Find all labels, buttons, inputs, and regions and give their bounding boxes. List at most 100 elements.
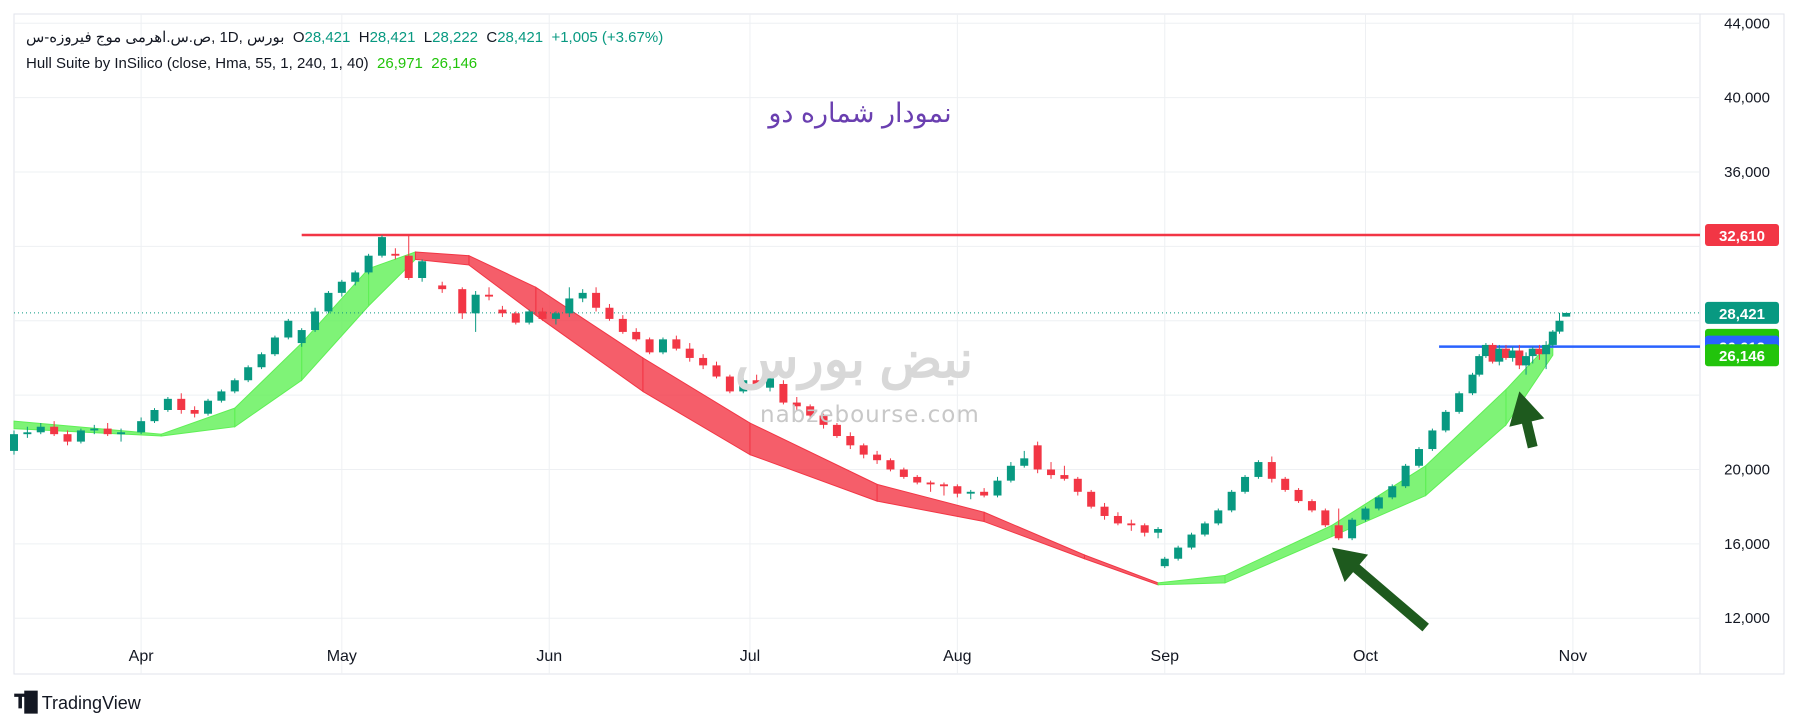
tradingview-label: TradingView bbox=[41, 692, 141, 713]
candle-body bbox=[605, 307, 614, 319]
tradingview-icon: 𝐓█ bbox=[14, 692, 38, 713]
candle-body bbox=[1227, 491, 1236, 511]
candle-body bbox=[859, 445, 868, 455]
candle-body bbox=[257, 354, 266, 368]
candle-body bbox=[699, 357, 708, 366]
arrow-2 bbox=[1509, 391, 1545, 449]
candle-body bbox=[779, 383, 788, 403]
symbol-name[interactable]: ص.س.اهرمی موج فیروزه-س bbox=[26, 29, 212, 46]
candle-body bbox=[1321, 510, 1330, 526]
candle-body bbox=[592, 292, 601, 308]
candle-body bbox=[1073, 478, 1082, 492]
change-value: +1,005 (+3.67%) bbox=[551, 29, 664, 46]
candle-body bbox=[1481, 344, 1490, 357]
candle-body bbox=[1401, 465, 1410, 487]
candle-body bbox=[204, 400, 213, 414]
price-label-text: 32,610 bbox=[1719, 228, 1765, 245]
candle-body bbox=[712, 365, 721, 377]
y-tick-label: 44,000 bbox=[1724, 15, 1770, 32]
candle-body bbox=[1334, 525, 1343, 539]
close-value: 28,421 bbox=[497, 29, 544, 46]
candle-body bbox=[1508, 350, 1517, 358]
candle-body bbox=[63, 434, 72, 442]
candle-body bbox=[1542, 344, 1551, 355]
candle-body bbox=[1555, 320, 1564, 332]
candle-body bbox=[551, 313, 560, 319]
candle-body bbox=[404, 255, 413, 278]
candle-body bbox=[217, 391, 226, 401]
candle-body bbox=[498, 309, 507, 314]
candle-body bbox=[471, 294, 480, 314]
candle-body bbox=[766, 378, 775, 388]
y-tick-label: 12,000 bbox=[1724, 610, 1770, 627]
candle-body bbox=[270, 337, 279, 355]
candle-body bbox=[150, 410, 159, 422]
candle-body bbox=[1127, 523, 1136, 526]
indicator-legend[interactable]: Hull Suite by InSilico (close, Hma, 55, … bbox=[26, 55, 477, 72]
candle-body bbox=[458, 289, 467, 314]
candle-body bbox=[792, 402, 801, 407]
candle-body bbox=[76, 430, 85, 442]
candle-body bbox=[230, 380, 239, 392]
candle-body bbox=[1113, 515, 1122, 524]
x-tick-label: Sep bbox=[1151, 648, 1180, 665]
candle-body bbox=[752, 380, 761, 388]
symbol-legend: ص.س.اهرمی موج فیروزه-س, 1D, بورس O28,421… bbox=[26, 29, 664, 46]
y-tick-label: 40,000 bbox=[1724, 90, 1770, 107]
candle-body bbox=[578, 292, 587, 299]
candle-body bbox=[1501, 348, 1510, 358]
candle-body bbox=[1060, 475, 1069, 479]
x-tick-label: May bbox=[327, 648, 357, 665]
candle-body bbox=[1388, 486, 1397, 498]
low-value: 28,222 bbox=[432, 29, 479, 46]
x-tick-label: Apr bbox=[129, 648, 155, 665]
x-tick-label: Jun bbox=[536, 648, 562, 665]
candle-body bbox=[1033, 445, 1042, 470]
y-tick-label: 20,000 bbox=[1724, 461, 1770, 478]
indicator-name[interactable]: Hull Suite by InSilico (close, Hma, 55, … bbox=[26, 55, 369, 72]
candle-body bbox=[565, 298, 574, 314]
candle-body bbox=[351, 272, 360, 282]
candle-body bbox=[993, 480, 1002, 496]
candle-body bbox=[103, 428, 112, 435]
candle-body bbox=[1254, 462, 1263, 477]
x-tick-label: Nov bbox=[1559, 648, 1587, 665]
candle-body bbox=[23, 432, 32, 435]
low-label: L bbox=[423, 29, 433, 46]
candle-body bbox=[819, 415, 828, 425]
price-label-text: 28,421 bbox=[1719, 306, 1765, 323]
candle-body bbox=[966, 491, 975, 494]
arrow-1 bbox=[1332, 547, 1429, 632]
candle-body bbox=[377, 237, 386, 256]
candle-body bbox=[899, 469, 908, 477]
candle-body bbox=[1294, 489, 1303, 502]
candle-body bbox=[117, 432, 126, 435]
candle-body bbox=[1361, 508, 1370, 520]
candle-body bbox=[953, 486, 962, 494]
candle-body bbox=[739, 380, 748, 392]
candle-body bbox=[846, 436, 855, 446]
candle-body bbox=[873, 454, 882, 461]
candle-body bbox=[1006, 465, 1015, 481]
candle-body bbox=[1100, 506, 1109, 516]
indicator-value-1: 26,971 bbox=[377, 55, 423, 72]
candle-body bbox=[244, 367, 253, 381]
candle-body bbox=[832, 424, 841, 437]
candle-body bbox=[438, 285, 447, 290]
candle-body bbox=[1241, 476, 1250, 492]
indicator-value-2: 26,146 bbox=[431, 55, 478, 72]
tradingview-logo[interactable]: 𝐓█ TradingView bbox=[14, 692, 141, 714]
candle-body bbox=[1214, 510, 1223, 524]
candle-body bbox=[311, 311, 320, 331]
candle-body bbox=[632, 331, 641, 340]
candle-body bbox=[1281, 478, 1290, 490]
candle-body bbox=[1374, 497, 1383, 509]
candle-body bbox=[1441, 411, 1450, 431]
interval: 1 bbox=[219, 29, 228, 46]
timeframe[interactable]: D bbox=[227, 29, 239, 46]
candle-body bbox=[36, 426, 45, 433]
candle-body bbox=[1495, 348, 1504, 362]
candle-body bbox=[1488, 344, 1497, 362]
candle-body bbox=[1428, 430, 1437, 450]
